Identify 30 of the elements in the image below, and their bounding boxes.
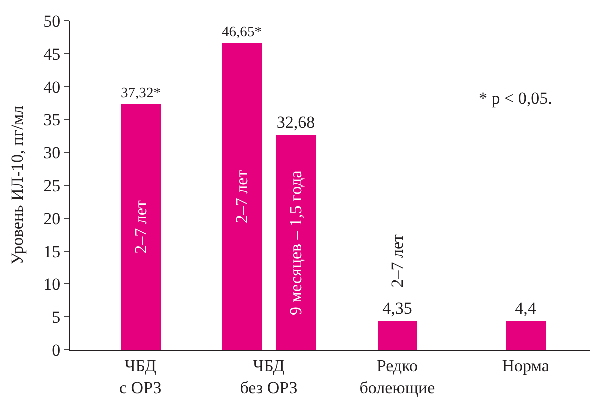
y-tick-label: 25 [44,176,61,196]
y-axis-title: Уровень ИЛ-10, пг/мл [8,105,28,266]
bar [276,135,316,350]
y-tick-label: 40 [44,78,61,97]
data-label: 32,68 [276,113,316,132]
y-tick-label: 45 [44,44,61,64]
annotation: 9 месяцев – 1,5 года [286,170,306,316]
y-tick-label: 0 [52,340,61,360]
y-tick-label: 30 [44,144,61,163]
y-tick-label: 15 [44,242,61,262]
data-label: 4,4 [515,299,537,318]
x-tick-label: ЧБД без ОРЗ [240,356,298,398]
data-label: 37,32* [121,86,161,102]
y-tick-label: 50 [44,12,61,31]
y-tick-label: 10 [44,275,61,294]
annotation: 2–7 лет [232,170,252,224]
x-tick-label: Редко болеющие [360,356,436,398]
y-tick-label: 35 [44,110,61,130]
annotation: * p < 0,05. [479,89,552,108]
data-label: 46,65* [222,24,262,41]
bar [121,104,161,350]
bar [506,321,546,350]
x-tick-label: ЧБД с ОРЗ [119,356,162,398]
bar [378,321,417,350]
data-label: 4,35 [382,299,412,318]
y-tick-label: 20 [44,209,61,228]
x-tick-label: Норма [502,356,550,376]
annotation: 2–7 лет [131,200,150,254]
y-tick-label: 5 [52,308,61,328]
annotation: 2–7 лет [388,234,408,288]
